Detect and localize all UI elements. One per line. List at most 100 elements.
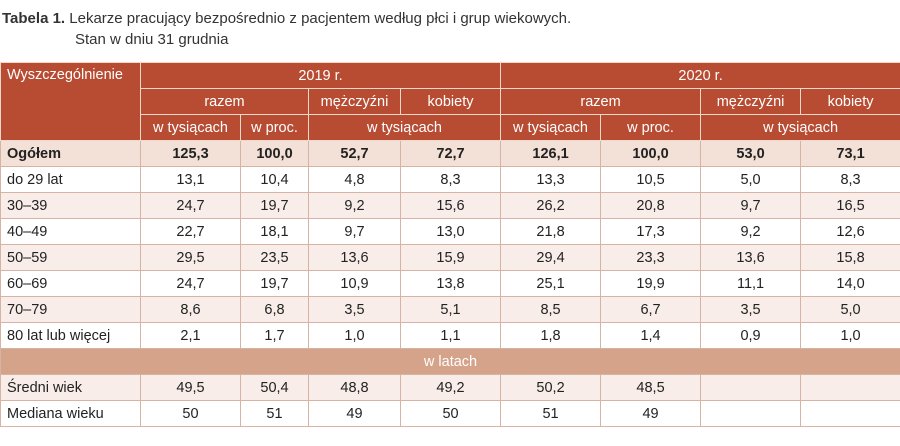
section-row: w latach: [0, 348, 900, 375]
cell: 11,1: [700, 270, 802, 297]
cell: 125,3: [140, 140, 241, 167]
row-label: Mediana wieku: [0, 400, 141, 427]
cell: 1,1: [399, 322, 502, 349]
row-label: 70–79: [0, 296, 141, 323]
cell: 49,2: [399, 374, 502, 401]
cell: 23,3: [600, 244, 702, 271]
cell: 20,8: [600, 192, 702, 219]
cell: 8,6: [140, 296, 241, 323]
cell: 21,8: [500, 218, 602, 245]
cell: 100,0: [600, 140, 702, 167]
table-row: 30–39 24,7 19,7 9,2 15,6 26,2 20,8 9,7 16,5: [0, 192, 900, 219]
cell: 1,4: [600, 322, 702, 349]
cell: 19,9: [600, 270, 702, 297]
cell: 49,5: [140, 374, 241, 401]
cell: 5,0: [700, 166, 802, 193]
row-label: 80 lat lub więcej: [0, 322, 141, 349]
cell: 10,4: [240, 166, 309, 193]
title-text: Lekarze pracujący bezpośrednio z pacjent…: [69, 10, 572, 27]
cell: 1,8: [500, 322, 602, 349]
cell: 13,6: [700, 244, 802, 271]
cell: 48,5: [600, 374, 702, 401]
unit-header: w proc.: [600, 114, 702, 141]
cell: 50: [399, 400, 502, 427]
cell: 29,4: [500, 244, 602, 271]
unit-header: w tysiącach: [500, 114, 602, 141]
cell: 50,2: [500, 374, 602, 401]
cell: 15,6: [399, 192, 502, 219]
cell: 16,5: [800, 192, 900, 219]
row-label: Ogółem: [0, 140, 141, 167]
cell: 10,9: [308, 270, 401, 297]
cell: 13,6: [308, 244, 401, 271]
cell: 5,1: [399, 296, 502, 323]
cell: 4,8: [308, 166, 401, 193]
cell: 9,2: [700, 218, 802, 245]
cell: 8,3: [800, 166, 900, 193]
table-row: 70–79 8,6 6,8 3,5 5,1 8,5 6,7 3,5 5,0: [0, 296, 900, 323]
cell: 6,7: [600, 296, 702, 323]
header-row: w tysiącach w proc. w tysiącach w tysiąc…: [1, 114, 900, 141]
empty-cell: [700, 374, 802, 401]
cell: 19,7: [240, 270, 309, 297]
cell: 24,7: [140, 192, 241, 219]
empty-cell: [800, 374, 900, 401]
cell: 12,6: [800, 218, 900, 245]
title: Tabela 1. Lekarze pracujący bezpośrednio…: [2, 8, 571, 50]
cell: 49: [308, 400, 401, 427]
cell: 25,1: [500, 270, 602, 297]
data-table: Wyszczególnienie 2019 r. 2020 r. razem m…: [0, 62, 900, 427]
cell: 126,1: [500, 140, 602, 167]
group-header: kobiety: [800, 88, 900, 115]
cell: 18,1: [240, 218, 309, 245]
cell: 22,7: [140, 218, 241, 245]
cell: 24,7: [140, 270, 241, 297]
header-row: razem mężczyźni kobiety razem mężczyźni …: [1, 88, 900, 115]
cell: 53,0: [700, 140, 802, 167]
row-label: 60–69: [0, 270, 141, 297]
cell: 15,8: [800, 244, 900, 271]
table-row: Mediana wieku 50 51 49 50 51 49: [0, 400, 900, 427]
table-row: 60–69 24,7 19,7 10,9 13,8 25,1 19,9 11,1 14,0: [0, 270, 900, 297]
cell: 100,0: [240, 140, 309, 167]
cell: 17,3: [600, 218, 702, 245]
table-row: Ogółem 125,3 100,0 52,7 72,7 126,1 100,0 53,0 73…: [0, 140, 900, 167]
table-header: Wyszczególnienie 2019 r. 2020 r. razem m…: [0, 62, 900, 141]
year-header: 2020 r.: [500, 62, 900, 89]
cell: 8,5: [500, 296, 602, 323]
cell: 8,3: [399, 166, 502, 193]
cell: 50: [140, 400, 241, 427]
cell: 6,8: [240, 296, 309, 323]
cell: 19,7: [240, 192, 309, 219]
cell: 13,3: [500, 166, 602, 193]
cell: 2,1: [140, 322, 241, 349]
table-row: 50–59 29,5 23,5 13,6 15,9 29,4 23,3 13,6 15,8: [0, 244, 900, 271]
cell: 13,8: [399, 270, 502, 297]
cell: 9,2: [308, 192, 401, 219]
unit-header: w tysiącach: [140, 114, 241, 141]
unit-header: w tysiącach: [700, 114, 900, 141]
row-label: do 29 lat: [0, 166, 141, 193]
group-header: kobiety: [399, 88, 502, 115]
year-header: 2019 r.: [139, 62, 502, 89]
cell: 48,8: [308, 374, 401, 401]
empty-cell: [700, 400, 802, 427]
cell: 52,7: [308, 140, 401, 167]
cell: 13,1: [140, 166, 241, 193]
cell: 5,0: [800, 296, 900, 323]
cell: 15,9: [399, 244, 502, 271]
row-label: 30–39: [0, 192, 141, 219]
table-row: do 29 lat 13,1 10,4 4,8 8,3 13,3 10,5 5,0 8,3: [0, 166, 900, 193]
header-row: Wyszczególnienie 2019 r. 2020 r.: [0, 62, 900, 141]
group-header: mężczyźni: [700, 88, 802, 115]
subtitle: Stan w dniu 31 grudnia: [75, 31, 229, 48]
cell: 49: [600, 400, 702, 427]
cell: 0,9: [700, 322, 802, 349]
table-row: 40–49 22,7 18,1 9,7 13,0 21,8 17,3 9,2 12,6: [0, 218, 900, 245]
unit-header: w tysiącach: [307, 114, 502, 141]
cell: 73,1: [800, 140, 900, 167]
cell: 1,7: [240, 322, 309, 349]
unit-header: w proc.: [240, 114, 309, 141]
cell: 26,2: [500, 192, 602, 219]
